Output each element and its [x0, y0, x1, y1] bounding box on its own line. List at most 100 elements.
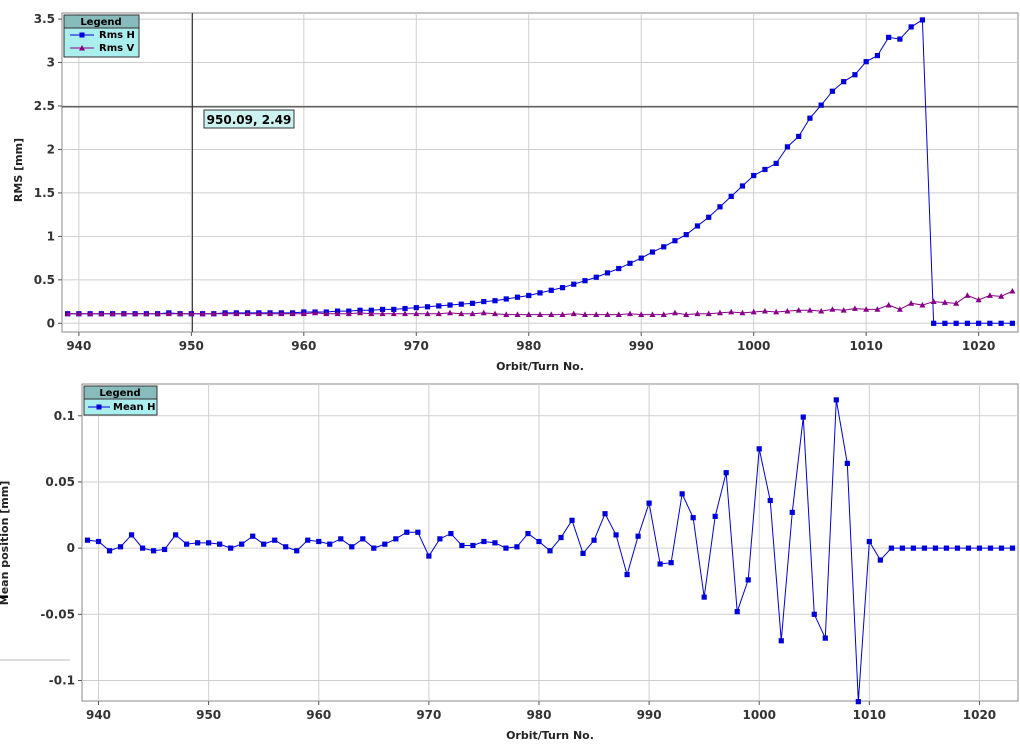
mean-h-point	[756, 446, 762, 452]
mean-h-point	[95, 538, 102, 545]
rms-h-point	[942, 320, 948, 326]
rms-x-tick-label: 1000	[737, 339, 770, 353]
mean-h-point	[206, 540, 212, 546]
mean-h-point	[371, 545, 377, 551]
rms-v-point	[930, 298, 937, 304]
rms-v-point	[773, 308, 780, 315]
rms-v-point	[660, 311, 667, 318]
mean-h-point	[217, 541, 223, 547]
rms-v-point	[728, 308, 735, 315]
rms-h-point	[503, 296, 509, 302]
mean-y-tick-label: 0.05	[45, 475, 75, 489]
rms-v-point	[919, 301, 926, 308]
rms-v-point	[480, 309, 487, 316]
rms-h-point	[458, 301, 464, 307]
rms-v-point	[120, 310, 127, 317]
mean-h-point	[822, 635, 828, 641]
mean-h-point	[195, 540, 201, 546]
rms-h-point	[706, 214, 712, 220]
rms-v-point	[323, 310, 330, 317]
mean-h-point	[349, 544, 355, 550]
mean-h-point	[514, 544, 520, 550]
mean-h-point	[239, 541, 245, 547]
rms-h-point	[582, 278, 588, 284]
rms-h-point	[593, 274, 599, 280]
rms-h-point	[964, 320, 970, 326]
rms-v-point	[784, 307, 791, 314]
mean-h-point	[976, 545, 983, 551]
mean-x-tick-label: 940	[86, 708, 111, 722]
mean-h-point	[866, 538, 872, 545]
rms-h-point	[694, 223, 701, 229]
mean-h-point	[646, 500, 652, 506]
rms-v-point	[514, 311, 521, 318]
mean-h-point	[580, 550, 586, 557]
mean-series-layer	[84, 397, 1016, 705]
rms-v-point	[368, 310, 375, 317]
rms-h-point	[481, 298, 487, 305]
rms-y-tick-label: 1.5	[34, 186, 55, 200]
rms-v-point	[424, 310, 431, 317]
mean-h-point	[987, 545, 994, 551]
mean-h-point	[525, 530, 531, 537]
rms-h-point	[852, 72, 858, 78]
mean-h-point	[84, 537, 91, 543]
mean-h-point	[492, 540, 498, 546]
rms-v-point	[143, 310, 150, 317]
rms-h-point	[683, 232, 689, 238]
rms-v-point	[559, 311, 566, 318]
rms-y-ticks: 0 0.5 1 1.5 2 2.5 3 3.5	[34, 12, 62, 330]
mean-h-point	[139, 545, 146, 551]
rms-v-point	[210, 310, 217, 317]
rms-v-point	[199, 310, 206, 317]
rms-crosshair	[62, 13, 1018, 332]
rms-y-tick-label: 2	[47, 142, 55, 156]
rms-plot-background[interactable]	[61, 12, 1019, 333]
rms-h-point	[514, 294, 521, 300]
rms-h-point	[897, 36, 903, 42]
mean-h-point	[855, 699, 861, 705]
rms-h-point	[537, 290, 543, 296]
rms-h-point	[762, 166, 768, 173]
mean-legend[interactable]: Legend Mean H	[83, 385, 158, 416]
rms-v-point	[447, 309, 454, 316]
rms-series-layer	[64, 17, 1016, 326]
rms-x-tick-label: 1010	[849, 339, 882, 353]
rms-x-tick-label: 950	[179, 339, 204, 353]
mean-h-point	[1009, 545, 1016, 551]
mean-h-point	[668, 560, 674, 566]
rms-y-tick-label: 2.5	[34, 99, 55, 113]
rms-y-tick-label: 0	[47, 316, 55, 330]
rms-v-point	[998, 293, 1005, 299]
rms-h-point	[559, 285, 566, 291]
mean-h-point	[117, 544, 124, 550]
mean-x-tick-label: 950	[196, 708, 221, 722]
mean-x-axis-label: Orbit/Turn No.	[506, 729, 594, 742]
mean-h-point	[393, 536, 399, 542]
mean-y-axis-label: Mean position [mm]	[0, 481, 11, 605]
rms-chart[interactable]: 940 950 960 970 980 990 1000 1010 1020 0 0.5 1 1.5 2…	[12, 12, 1019, 373]
rms-h-point	[649, 249, 656, 255]
rms-v-point	[255, 310, 262, 317]
mean-y-tick-label: -0.05	[40, 607, 75, 621]
mean-position-chart[interactable]: 940 950 960 970 980 990 1000 1010 1020 -0.1 -0.05…	[0, 383, 1019, 742]
mean-h-point	[789, 509, 795, 515]
rms-h-point	[424, 304, 431, 310]
crosshair-readout-box	[203, 109, 295, 129]
mean-x-tick-label: 970	[416, 708, 441, 722]
rms-h-point	[739, 183, 746, 189]
mean-h-point	[283, 544, 289, 550]
mean-h-point	[701, 594, 707, 600]
rms-legend[interactable]: Legend Rms H Rms V	[63, 14, 140, 58]
rms-h-point	[604, 270, 611, 276]
rms-v-point	[885, 301, 892, 308]
rms-y-tick-label: 0.5	[34, 273, 55, 287]
rms-h-point	[784, 144, 791, 150]
rms-v-point	[615, 311, 622, 318]
rms-h-point	[818, 102, 824, 108]
mean-h-point	[305, 537, 311, 543]
mean-plot-background[interactable]	[81, 383, 1019, 702]
rms-h-point	[717, 204, 723, 210]
rms-v-point	[750, 308, 757, 315]
